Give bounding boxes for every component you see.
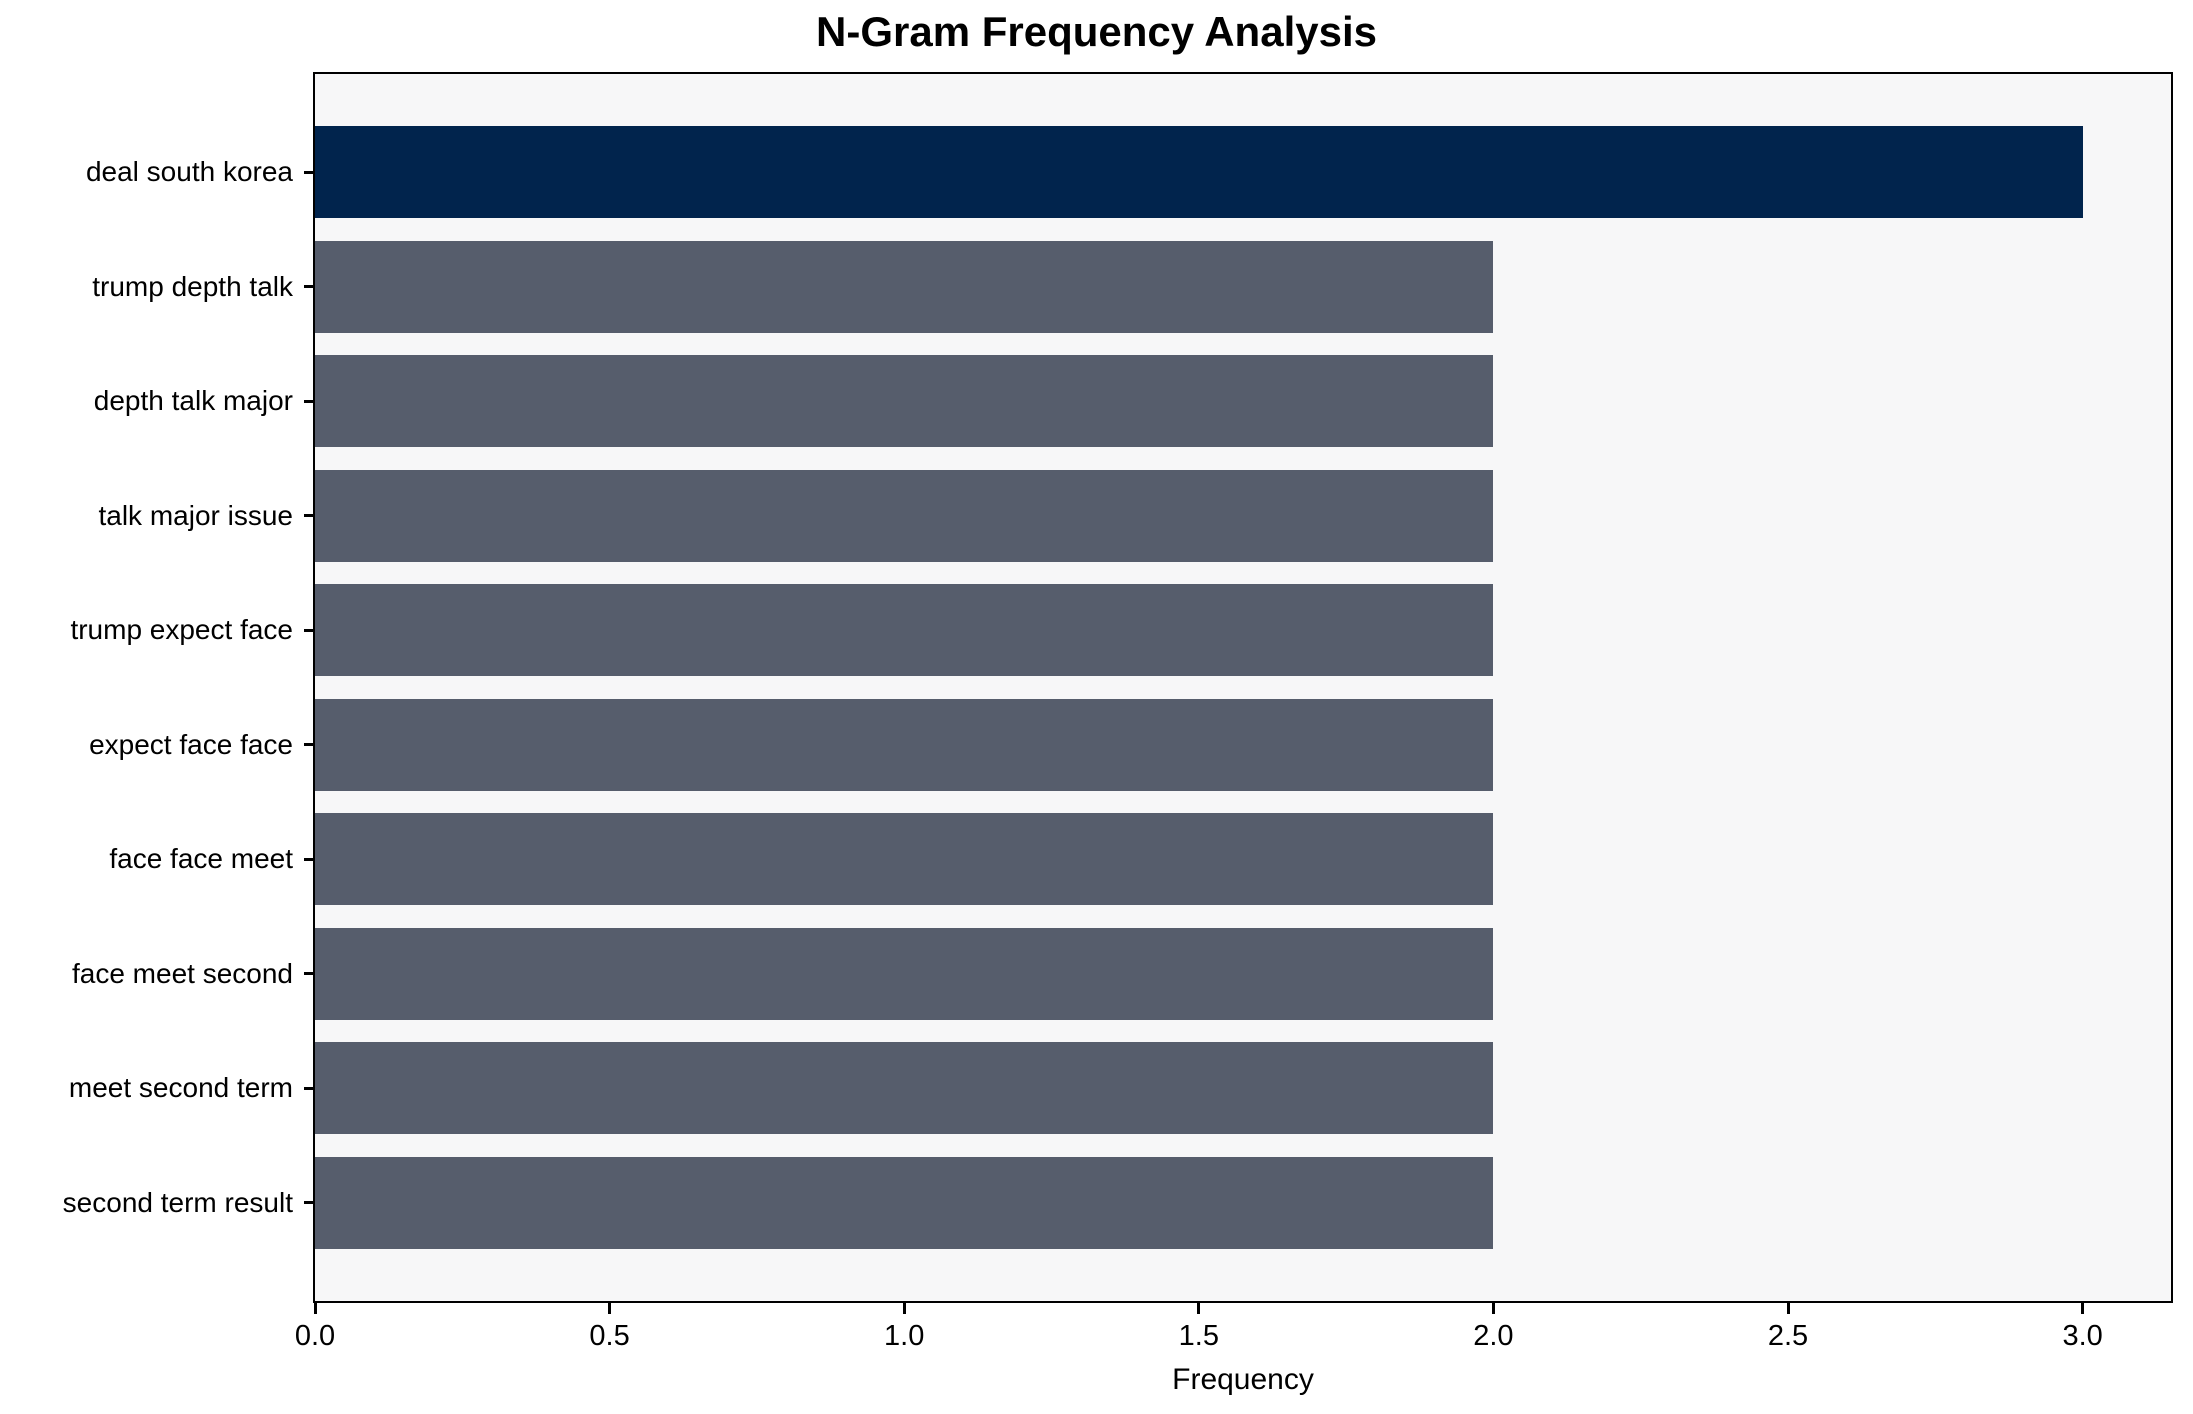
x-tick-label: 2.0 xyxy=(1473,1320,1514,1352)
bar xyxy=(315,584,1494,677)
y-tick-mark xyxy=(304,1201,313,1205)
bar xyxy=(315,126,2083,219)
x-tick-label: 1.5 xyxy=(1178,1320,1219,1352)
y-tick-mark xyxy=(304,628,313,632)
x-tick-mark xyxy=(1197,1303,1201,1314)
x-tick-label: 1.0 xyxy=(884,1320,925,1352)
y-tick-label: meet second term xyxy=(68,1072,293,1104)
x-tick-mark xyxy=(1786,1303,1790,1314)
bar xyxy=(315,813,1494,906)
y-tick-mark xyxy=(304,1086,313,1090)
chart-title: N-Gram Frequency Analysis xyxy=(816,8,1377,55)
bar xyxy=(315,1156,1494,1249)
x-tick-mark xyxy=(313,1303,317,1314)
x-tick-mark xyxy=(1491,1303,1495,1314)
y-tick-mark xyxy=(304,399,313,403)
plot-area xyxy=(313,72,2173,1303)
y-tick-label: talk major issue xyxy=(98,499,293,531)
y-tick-label: depth talk major xyxy=(93,385,293,417)
y-tick-label: trump depth talk xyxy=(92,270,293,302)
x-tick-label: 2.5 xyxy=(1767,1320,1809,1352)
y-tick-label: trump expect face xyxy=(70,614,293,646)
x-axis-label: Frequency xyxy=(1172,1363,1314,1396)
x-tick-label: 3.0 xyxy=(2062,1320,2103,1352)
y-tick-mark xyxy=(304,743,313,747)
y-tick-label: second term result xyxy=(62,1186,293,1218)
x-tick-mark xyxy=(902,1303,906,1314)
y-tick-mark xyxy=(304,285,313,289)
bar xyxy=(315,927,1494,1020)
x-tick-label: 0.0 xyxy=(294,1320,336,1352)
y-tick-mark xyxy=(304,514,313,518)
y-tick-mark xyxy=(304,857,313,861)
y-tick-label: expect face face xyxy=(89,728,293,760)
bar xyxy=(315,1042,1494,1135)
y-tick-label: deal south korea xyxy=(85,156,293,188)
bar xyxy=(315,698,1494,791)
x-tick-label: 0.5 xyxy=(589,1320,630,1352)
x-tick-mark xyxy=(608,1303,612,1314)
bar xyxy=(315,240,1494,333)
bar xyxy=(315,355,1494,448)
y-tick-label: face meet second xyxy=(71,957,293,989)
y-tick-mark xyxy=(304,170,313,174)
bar xyxy=(315,469,1494,562)
x-tick-mark xyxy=(2081,1303,2085,1314)
y-tick-label: face face meet xyxy=(109,843,293,875)
y-tick-mark xyxy=(304,972,313,976)
